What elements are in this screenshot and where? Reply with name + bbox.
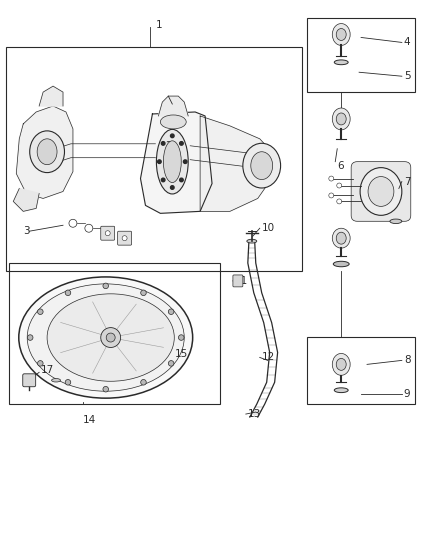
Circle shape: [65, 379, 71, 385]
Ellipse shape: [332, 108, 350, 130]
Circle shape: [38, 361, 43, 366]
Ellipse shape: [333, 261, 349, 266]
Ellipse shape: [336, 29, 346, 41]
FancyBboxPatch shape: [23, 374, 35, 387]
Text: 15: 15: [175, 350, 188, 359]
Ellipse shape: [243, 143, 281, 188]
Ellipse shape: [334, 388, 348, 393]
Ellipse shape: [30, 131, 64, 173]
Text: 14: 14: [83, 415, 96, 425]
Text: 3: 3: [23, 226, 30, 236]
Ellipse shape: [390, 219, 402, 223]
Circle shape: [329, 193, 334, 198]
Text: 8: 8: [404, 356, 410, 366]
FancyBboxPatch shape: [118, 231, 131, 245]
Ellipse shape: [247, 239, 257, 243]
Circle shape: [178, 335, 184, 341]
Circle shape: [28, 335, 33, 341]
Ellipse shape: [336, 113, 346, 125]
Text: 2: 2: [165, 141, 172, 151]
Text: 11: 11: [235, 276, 248, 286]
Circle shape: [180, 142, 183, 145]
Circle shape: [85, 224, 93, 232]
Text: 13: 13: [248, 409, 261, 419]
Ellipse shape: [19, 277, 193, 398]
Ellipse shape: [332, 228, 350, 248]
Ellipse shape: [368, 176, 394, 206]
Bar: [9, 263, 220, 404]
Ellipse shape: [332, 23, 350, 45]
Circle shape: [103, 386, 109, 392]
Bar: [307, 336, 415, 404]
Text: 7: 7: [404, 176, 410, 187]
Text: 1: 1: [155, 20, 162, 29]
Circle shape: [106, 333, 115, 342]
Polygon shape: [159, 96, 188, 116]
Text: 17: 17: [41, 365, 54, 375]
Ellipse shape: [163, 141, 181, 182]
Text: 5: 5: [404, 71, 410, 81]
Bar: [7, 47, 303, 271]
Ellipse shape: [336, 358, 346, 370]
Text: 6: 6: [337, 160, 344, 171]
Circle shape: [161, 178, 165, 182]
Circle shape: [180, 178, 183, 182]
Ellipse shape: [160, 115, 186, 129]
Text: 9: 9: [404, 389, 410, 399]
Circle shape: [158, 160, 161, 164]
Circle shape: [337, 199, 342, 204]
Text: 4: 4: [404, 37, 410, 47]
FancyBboxPatch shape: [351, 161, 411, 221]
Ellipse shape: [52, 378, 60, 382]
Bar: [307, 18, 415, 92]
Circle shape: [168, 309, 174, 314]
Circle shape: [141, 290, 146, 296]
Circle shape: [122, 236, 127, 241]
Circle shape: [69, 219, 77, 227]
Circle shape: [141, 379, 146, 385]
Ellipse shape: [37, 139, 57, 165]
Ellipse shape: [251, 152, 273, 180]
Ellipse shape: [334, 60, 348, 64]
Ellipse shape: [156, 130, 188, 194]
Ellipse shape: [332, 353, 350, 375]
Polygon shape: [141, 112, 212, 213]
Circle shape: [38, 309, 43, 314]
Circle shape: [184, 160, 187, 164]
Ellipse shape: [360, 168, 402, 215]
Ellipse shape: [27, 284, 184, 391]
Circle shape: [337, 183, 342, 188]
Text: 16: 16: [119, 365, 132, 375]
Circle shape: [168, 361, 174, 366]
Text: 12: 12: [262, 352, 275, 362]
Circle shape: [170, 134, 174, 138]
FancyBboxPatch shape: [101, 226, 115, 240]
Circle shape: [329, 176, 334, 181]
Circle shape: [101, 328, 120, 348]
Polygon shape: [200, 116, 272, 212]
Polygon shape: [16, 106, 73, 198]
Circle shape: [170, 185, 174, 189]
Ellipse shape: [47, 294, 174, 381]
Polygon shape: [13, 189, 39, 212]
Polygon shape: [39, 86, 63, 106]
Circle shape: [103, 283, 109, 289]
Text: 10: 10: [262, 223, 275, 233]
FancyBboxPatch shape: [233, 275, 243, 287]
Circle shape: [65, 290, 71, 296]
Ellipse shape: [336, 232, 346, 244]
Circle shape: [161, 142, 165, 145]
Circle shape: [105, 231, 110, 236]
